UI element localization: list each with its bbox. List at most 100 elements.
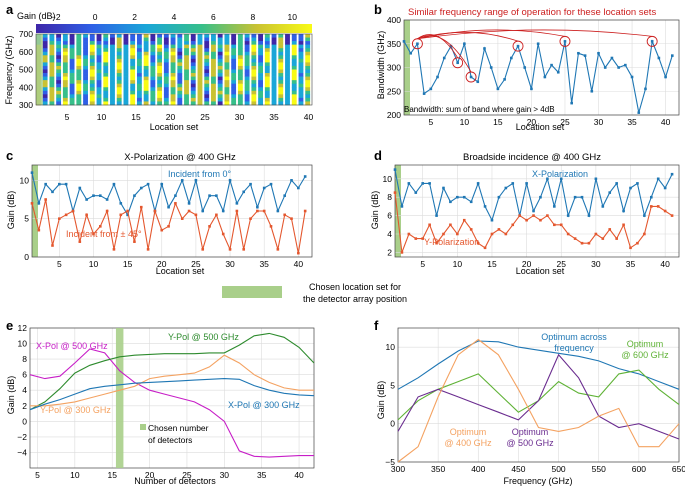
heatmap-cell (224, 80, 230, 84)
heatmap-cell (62, 69, 68, 74)
heatmap-cell (298, 76, 304, 81)
y-pol-point (553, 223, 556, 227)
heatmap-cell (83, 94, 88, 99)
heatmap-cell (285, 80, 290, 84)
heatmap-cell (150, 73, 156, 77)
y-pol-point (476, 241, 480, 245)
heatmap-cell (231, 101, 237, 106)
heatmap-cell (291, 58, 297, 63)
heatmap-cell (305, 97, 311, 102)
bandwidth-point (583, 54, 587, 57)
d-ytick: 6 (387, 211, 392, 221)
heatmap-cell (184, 73, 189, 77)
heatmap-cell (190, 37, 196, 42)
heatmap-cell (143, 97, 149, 102)
heatmap-cell (76, 87, 82, 92)
x-pol-point (442, 186, 445, 190)
heatmap-cell (49, 37, 55, 42)
heatmap-cell (244, 41, 250, 45)
heatmap-cell (204, 90, 210, 95)
heatmap-cell (258, 76, 263, 81)
heatmap-cell (258, 80, 263, 84)
heatmap-cell (237, 97, 243, 102)
heatmap-cell (123, 69, 129, 74)
incident-45-point (180, 217, 184, 220)
heatmap-xtick: 25 (200, 112, 210, 122)
heatmap-cell (217, 62, 223, 67)
heatmap-cell (89, 55, 95, 60)
d-xtick: 5 (420, 259, 425, 269)
heatmap-cell (251, 83, 257, 88)
heatmap-cell (298, 58, 304, 63)
bandwidth-point (422, 92, 426, 95)
heatmap-cell (136, 90, 142, 95)
heatmap-cell (150, 37, 156, 42)
heatmap-cell (278, 34, 284, 38)
heatmap-cell (69, 65, 75, 70)
incident-45-point (256, 209, 259, 213)
heatmap-cell (136, 51, 142, 56)
heatmap-cell (278, 51, 284, 56)
heatmap-cell (163, 73, 169, 77)
c-xtick: 30 (225, 259, 235, 269)
heatmap-cell (305, 34, 311, 38)
heatmap-cell (224, 76, 230, 81)
heatmap-cell (211, 76, 216, 81)
heatmap-ylabel: Frequency (GHz) (4, 35, 14, 104)
heatmap-cell (224, 97, 230, 102)
panel-d-xlabel: Location set (516, 266, 565, 276)
heatmap-cell (130, 87, 136, 92)
heatmap-cell (170, 87, 176, 92)
heatmap-cell (157, 80, 163, 84)
heatmap-cell (49, 48, 55, 53)
heatmap-cell (83, 73, 88, 77)
heatmap-cell (217, 90, 223, 95)
heatmap-cell (157, 90, 163, 95)
heatmap-cell (217, 73, 223, 77)
y-pol-point (643, 232, 646, 236)
heatmap-cell (305, 94, 311, 99)
heatmap-cell (116, 48, 122, 53)
heatmap-cell (83, 90, 88, 95)
heatmap-cell (251, 37, 257, 42)
heatmap-cell (237, 34, 243, 38)
heatmap-cell (177, 83, 183, 88)
heatmap-cell (49, 83, 55, 88)
heatmap-cell (163, 55, 169, 60)
chosen-detectors-swatch (140, 424, 146, 430)
heatmap-cell (170, 80, 176, 84)
heatmap-cell (204, 41, 210, 45)
heatmap-cell (157, 48, 163, 53)
e-xtick: 35 (257, 470, 267, 480)
heatmap-cell (42, 51, 48, 56)
heatmap-cell (69, 58, 75, 63)
bandwidth-point (416, 42, 419, 46)
heatmap-cell (291, 97, 297, 102)
heatmap-cell (231, 34, 237, 38)
c-xtick: 25 (191, 259, 201, 269)
heatmap-cell (251, 65, 257, 70)
x-pol-point (601, 205, 605, 208)
heatmap-cell (123, 37, 129, 42)
heatmap-cell (49, 76, 55, 81)
heatmap-cell (184, 69, 189, 74)
heatmap-cell (56, 37, 62, 42)
heatmap-cell (251, 73, 257, 77)
y-pol-point (663, 209, 667, 213)
heatmap-cell (76, 73, 82, 77)
heatmap-cell (56, 80, 62, 84)
heatmap-cell (130, 44, 136, 49)
heatmap-cell (143, 37, 149, 42)
heatmap-cell (130, 58, 136, 63)
heatmap-cell (170, 65, 176, 70)
heatmap-cell (116, 62, 122, 67)
heatmap-cell (83, 44, 88, 49)
legend-ypol-300: Y-Pol @ 300 GHz (40, 405, 111, 415)
heatmap-cell (83, 87, 88, 92)
heatmap-cell (136, 83, 142, 88)
incident-45-point (269, 225, 273, 228)
heatmap-cell (231, 97, 237, 102)
y-pol-point (414, 237, 418, 240)
heatmap-cell (42, 48, 48, 53)
heatmap-cell (96, 94, 102, 99)
